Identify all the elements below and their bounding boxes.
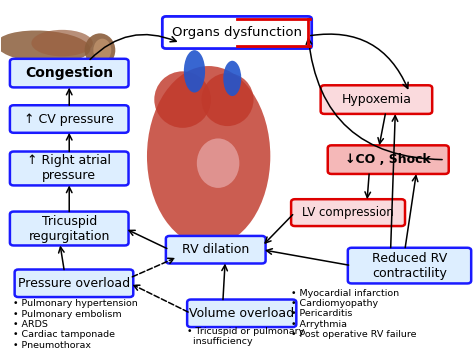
Text: • Tricuspid or pulmonary
  insufficiency: • Tricuspid or pulmonary insufficiency xyxy=(187,327,305,346)
FancyBboxPatch shape xyxy=(291,199,405,226)
FancyBboxPatch shape xyxy=(348,248,471,283)
FancyBboxPatch shape xyxy=(162,16,312,49)
FancyBboxPatch shape xyxy=(320,85,432,114)
Text: Tricuspid
regurgitation: Tricuspid regurgitation xyxy=(28,215,110,243)
Ellipse shape xyxy=(223,61,241,96)
Text: Organs dysfunction: Organs dysfunction xyxy=(172,26,302,39)
FancyBboxPatch shape xyxy=(187,299,296,327)
Text: ↓CO , Shock: ↓CO , Shock xyxy=(346,153,431,166)
FancyBboxPatch shape xyxy=(10,152,128,185)
Ellipse shape xyxy=(201,73,254,126)
Text: Hypoxemia: Hypoxemia xyxy=(341,93,411,106)
Ellipse shape xyxy=(0,30,91,63)
Text: • Pulmonary hypertension
• Pulmonary embolism
• ARDS
• Cardiac tamponade
• Pneum: • Pulmonary hypertension • Pulmonary emb… xyxy=(12,299,137,350)
Ellipse shape xyxy=(147,66,270,246)
Ellipse shape xyxy=(197,138,239,188)
FancyBboxPatch shape xyxy=(10,59,128,87)
FancyBboxPatch shape xyxy=(166,236,265,264)
Text: RV dilation: RV dilation xyxy=(182,243,249,256)
Text: Reduced RV
contractility: Reduced RV contractility xyxy=(372,252,447,279)
Ellipse shape xyxy=(155,71,211,128)
Text: Pressure overload: Pressure overload xyxy=(18,277,130,290)
Text: • Myocardial infarction
• Cardiomyopathy
• Pericarditis
• Arrythmia
• Post opera: • Myocardial infarction • Cardiomyopathy… xyxy=(292,289,417,339)
FancyBboxPatch shape xyxy=(10,211,128,245)
FancyBboxPatch shape xyxy=(328,145,449,174)
FancyBboxPatch shape xyxy=(10,105,128,133)
Ellipse shape xyxy=(31,30,93,56)
FancyBboxPatch shape xyxy=(15,269,133,297)
Text: ↑ Right atrial
pressure: ↑ Right atrial pressure xyxy=(27,155,111,182)
Text: Volume overload: Volume overload xyxy=(189,307,294,320)
Ellipse shape xyxy=(93,39,111,62)
Text: ↑ CV pressure: ↑ CV pressure xyxy=(24,113,114,126)
Ellipse shape xyxy=(184,50,205,93)
Ellipse shape xyxy=(84,33,115,67)
Text: LV compression: LV compression xyxy=(302,206,394,219)
Text: Congestion: Congestion xyxy=(25,66,113,80)
